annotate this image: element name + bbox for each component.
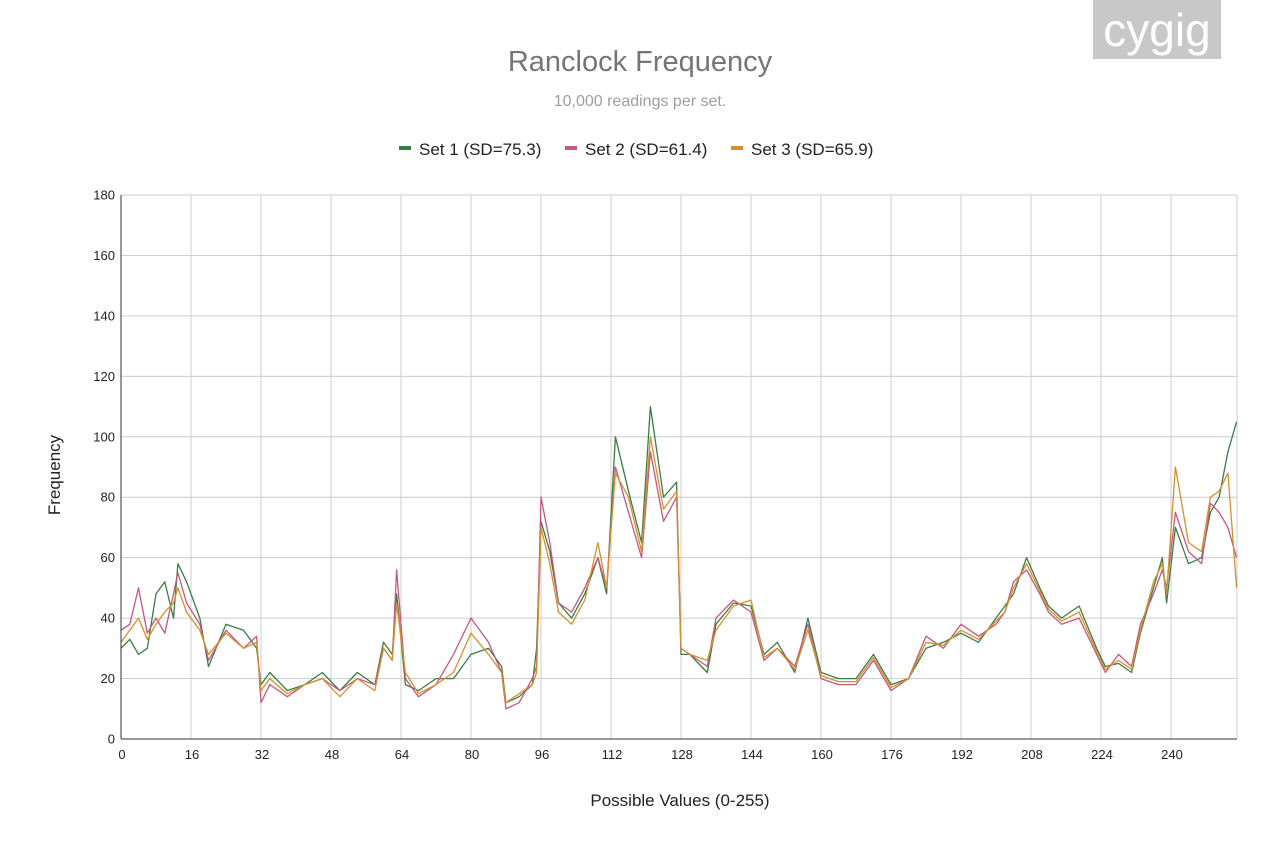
series-line-set-3 <box>120 436 1238 704</box>
y-tick-label: 180 <box>93 188 115 203</box>
y-tick-label: 140 <box>93 308 115 323</box>
x-tick-label: 80 <box>465 747 479 762</box>
logo: cygig <box>1093 0 1221 59</box>
x-tick-label: 0 <box>118 747 125 762</box>
x-tick-label: 224 <box>1091 747 1113 762</box>
series-line-set-2 <box>120 451 1238 710</box>
chart-subtitle: 10,000 readings per set. <box>554 93 727 110</box>
y-tick-label: 20 <box>101 671 115 686</box>
axes <box>120 195 1237 740</box>
legend-item-set-2[interactable]: Set 2 (SD=61.4) <box>565 140 707 159</box>
y-tick-label: 60 <box>101 550 115 565</box>
legend-swatch <box>399 146 411 150</box>
plot-area <box>120 405 1238 710</box>
x-axis-title: Possible Values (0-255) <box>590 791 769 810</box>
x-tick-label: 112 <box>602 747 623 762</box>
series-line-set-1 <box>120 405 1238 704</box>
tick-labels: 0 20 40 60 80 100 120 140 160 180 0 16 32 48 64 80 96 112… <box>93 188 1183 763</box>
x-tick-label: 240 <box>1161 747 1183 762</box>
legend-label: Set 2 (SD=61.4) <box>585 140 707 159</box>
y-tick-label: 160 <box>93 248 115 263</box>
x-tick-label: 48 <box>325 747 339 762</box>
y-tick-label: 120 <box>93 369 115 384</box>
legend-item-set-1[interactable]: Set 1 (SD=75.3) <box>399 140 541 159</box>
x-tick-label: 128 <box>671 747 693 762</box>
logo-background <box>1093 0 1221 59</box>
y-axis-title: Frequency <box>45 434 64 515</box>
legend-label: Set 3 (SD=65.9) <box>751 140 873 159</box>
x-tick-label: 160 <box>811 747 833 762</box>
x-tick-label: 32 <box>255 747 269 762</box>
y-tick-label: 100 <box>93 429 115 444</box>
y-tick-label: 80 <box>101 490 115 505</box>
legend-swatch <box>565 146 577 150</box>
legend-item-set-3[interactable]: Set 3 (SD=65.9) <box>731 140 873 159</box>
x-tick-label: 96 <box>535 747 549 762</box>
y-tick-label: 40 <box>101 611 115 626</box>
x-tick-label: 208 <box>1021 747 1043 762</box>
chart-title: Ranclock Frequency <box>508 46 773 78</box>
x-tick-label: 16 <box>185 747 199 762</box>
legend: Set 1 (SD=75.3) Set 2 (SD=61.4) Set 3 (S… <box>399 140 873 159</box>
legend-swatch <box>731 146 743 150</box>
logo-text: cygig <box>1103 4 1210 56</box>
x-tick-label: 176 <box>881 747 903 762</box>
x-tick-label: 144 <box>741 747 763 762</box>
x-tick-label: 192 <box>951 747 973 762</box>
legend-label: Set 1 (SD=75.3) <box>419 140 541 159</box>
y-tick-label: 0 <box>108 732 115 747</box>
grid <box>121 194 1238 739</box>
x-tick-label: 64 <box>395 747 409 762</box>
